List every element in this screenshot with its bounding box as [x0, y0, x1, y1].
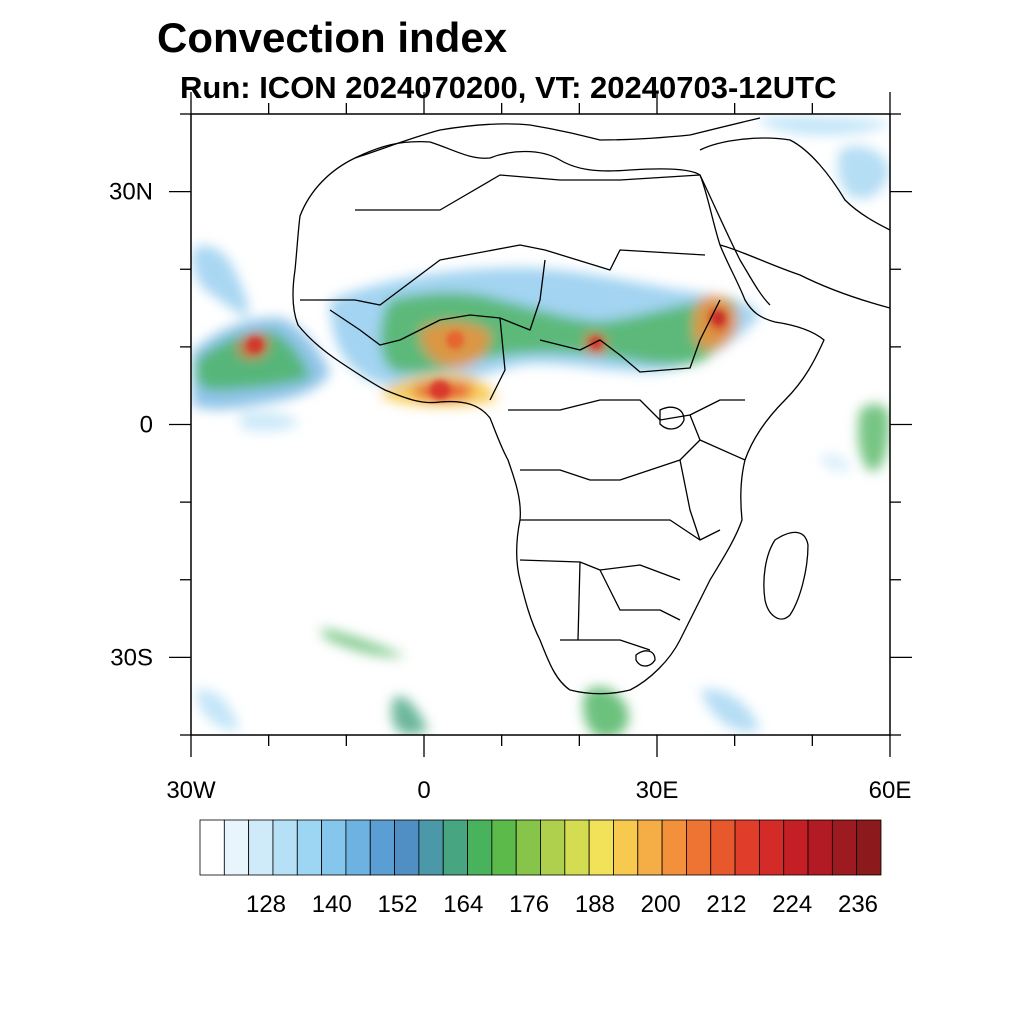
lake-victoria — [659, 406, 685, 430]
east-patch — [820, 453, 851, 472]
colorbar-box — [856, 819, 882, 876]
colorbar-box — [661, 819, 687, 876]
colorbar-box — [467, 819, 493, 876]
gulf-patch — [240, 411, 300, 432]
colorbar-box — [418, 819, 444, 876]
y-tick-label: 30N — [109, 179, 153, 206]
colorbar — [199, 819, 882, 876]
border-southern — [519, 519, 701, 651]
mediterranean-coast — [354, 117, 761, 159]
colorbar-labels: 128 140 152 164 176 188 200 212 224 236 — [246, 891, 878, 918]
indian-ocean-patch — [858, 404, 890, 472]
madagascar-coastline — [763, 531, 809, 620]
colorbar-label: 176 — [509, 891, 549, 918]
south-patch-east — [700, 689, 760, 732]
convection-field — [192, 116, 890, 735]
colorbar-box — [807, 819, 833, 876]
colorbar-label: 164 — [443, 891, 483, 918]
hot-spot-atlantic — [247, 337, 263, 353]
border-west-africa — [329, 259, 546, 346]
colorbar-label: 188 — [575, 891, 615, 918]
arabia-coastline — [699, 137, 890, 309]
colorbar-box — [248, 819, 274, 876]
axis-ticks — [169, 92, 912, 757]
colorbar-box — [831, 819, 858, 876]
colorbar-box — [588, 819, 614, 876]
x-tick-label: 30E — [636, 777, 679, 804]
colorbar-label: 128 — [246, 891, 286, 918]
atlantic-plume-mid — [196, 331, 310, 391]
mediterranean-patch — [760, 116, 890, 136]
x-tick-label: 30W — [166, 777, 216, 804]
colorbar-box — [321, 819, 347, 876]
colorbar-box — [223, 819, 250, 876]
y-tick-label: 30S — [110, 644, 153, 671]
north-atlantic-streak — [192, 245, 249, 318]
colorbar-box — [515, 819, 541, 876]
colorbar-box — [296, 819, 323, 876]
colorbar-box — [442, 819, 468, 876]
x-tick-label: 60E — [869, 777, 912, 804]
colorbar-label: 224 — [772, 891, 812, 918]
colorbar-label: 140 — [312, 891, 352, 918]
chart-title: Convection index — [157, 14, 508, 61]
colorbar-box — [540, 819, 566, 876]
south-atlantic-cell — [392, 696, 428, 735]
colorbar-box — [686, 819, 712, 876]
colorbar-box — [710, 819, 736, 876]
border-central — [489, 299, 721, 401]
south-streak — [320, 628, 405, 657]
x-tick-label: 0 — [417, 777, 430, 804]
hot-spot-central — [590, 337, 602, 349]
colorbar-label: 236 — [838, 891, 878, 918]
hot-spot-guinea — [430, 380, 450, 400]
colorbar-label: 152 — [378, 891, 418, 918]
colorbar-box — [394, 819, 420, 876]
y-tick-label: 0 — [140, 412, 153, 439]
border-sahel — [300, 244, 706, 306]
colorbar-label: 200 — [641, 891, 681, 918]
colorbar-box — [272, 819, 298, 876]
colorbar-box — [564, 819, 590, 876]
colorbar-box — [491, 819, 517, 876]
colorbar-box — [758, 819, 785, 876]
colorbar-box — [345, 819, 371, 876]
chart-subtitle: Run: ICON 2024070200, VT: 20240703-12UTC — [180, 70, 837, 105]
colorbar-box — [613, 819, 639, 876]
coastlines — [292, 117, 890, 695]
colorbar-label: 212 — [706, 891, 746, 918]
red-sea-west — [699, 174, 771, 306]
border-congo — [508, 399, 701, 481]
africa-coastline — [292, 140, 825, 695]
south-patch-west — [195, 689, 240, 731]
south-africa-cell — [583, 686, 629, 735]
colorbar-box — [734, 819, 760, 876]
axis-labels: 30W 0 30E 60E 30N 0 30S — [109, 179, 911, 804]
border-east-africa — [679, 399, 746, 541]
hot-spot-nigeria — [446, 331, 464, 349]
colorbar-box — [637, 819, 663, 876]
lesotho-outline — [635, 650, 656, 667]
colorbar-box — [369, 819, 395, 876]
colorbar-box — [199, 819, 225, 876]
colorbar-box — [783, 819, 809, 876]
hot-spot-ethiopia — [711, 311, 725, 325]
border-sahara-north — [355, 174, 701, 211]
arabia-patch — [837, 146, 890, 199]
